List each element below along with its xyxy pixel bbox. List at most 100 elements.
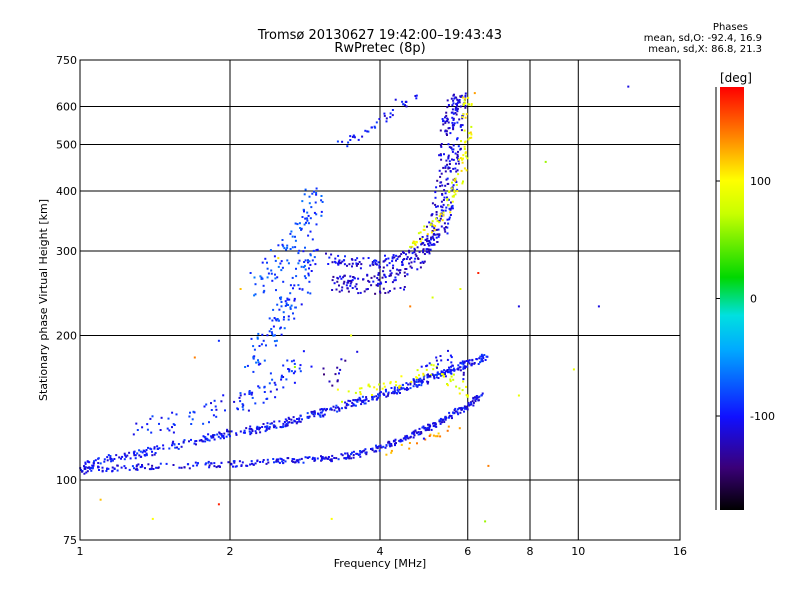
data-point [383,385,386,388]
data-point [353,277,356,280]
data-point [123,452,126,455]
data-point [447,104,450,106]
data-point [173,424,176,426]
data-point [362,278,365,281]
data-point [469,131,472,134]
data-point [227,433,230,436]
data-point [339,275,342,278]
data-point [399,287,402,289]
data-point [447,198,450,201]
data-point [308,202,311,205]
data-point [280,260,283,263]
data-point [357,263,360,265]
data-point [103,460,106,463]
data-point [99,498,102,501]
data-point [435,228,438,231]
colorbar [720,87,744,510]
data-point [340,289,343,292]
data-point [153,453,156,456]
data-point [432,243,435,246]
data-point [273,340,276,343]
data-point [412,240,415,243]
y-tick-label: 75 [63,534,77,547]
data-point [267,461,270,464]
data-point [269,422,272,425]
data-point [334,373,337,376]
data-point [213,438,216,441]
data-point [404,438,407,441]
data-point [359,393,362,396]
data-point [459,366,462,369]
data-point [456,408,459,411]
data-point [430,243,433,246]
data-point [440,225,443,228]
data-point [282,459,285,462]
data-point [217,435,220,438]
data-point [413,242,416,245]
data-point [354,399,357,402]
data-point [190,438,192,441]
data-point [394,444,396,447]
data-point [290,418,293,421]
data-point [461,96,464,99]
data-point [470,403,473,406]
data-point [456,190,459,193]
data-point [458,392,461,395]
data-point [405,268,408,270]
data-point [281,460,284,463]
data-point [297,252,300,255]
data-point [321,201,324,203]
data-point [260,276,263,279]
data-point [330,460,333,463]
data-point [303,275,306,278]
data-point [274,273,276,276]
data-point [345,457,348,460]
data-point [315,193,318,196]
data-point [312,413,315,416]
data-point [434,423,437,426]
data-point [270,269,273,272]
data-point [177,443,180,445]
data-point [475,398,478,401]
data-point [259,461,262,463]
data-point [116,464,119,467]
data-point [401,100,404,103]
data-point [193,442,196,445]
data-point [480,357,483,360]
data-point [271,378,274,381]
data-point [186,463,189,466]
colorbar-tick-label: 100 [750,175,771,188]
data-point [400,387,403,390]
data-point [465,113,468,116]
data-point [280,296,283,299]
data-point [439,185,442,188]
data-point [257,363,260,366]
data-point [397,390,400,393]
data-point [292,359,295,362]
data-point [440,215,443,218]
data-point [394,276,397,279]
data-point [158,447,161,450]
data-point [403,437,406,439]
data-point [403,258,406,260]
data-point [219,432,221,435]
data-point [212,436,215,439]
data-point [352,450,355,453]
data-point [419,231,422,234]
colorbar-tick-label: -100 [750,410,775,423]
data-point [382,270,385,273]
data-point [427,426,430,429]
data-point [454,410,457,413]
data-point [395,442,397,445]
data-point [370,126,373,129]
data-point [388,290,391,292]
data-point [366,288,369,290]
data-point [413,383,416,385]
data-point [454,108,457,111]
data-point [266,425,269,428]
data-point [83,465,85,468]
data-point [414,253,417,256]
data-point [442,371,444,374]
data-point [453,369,456,372]
data-point [415,241,418,244]
